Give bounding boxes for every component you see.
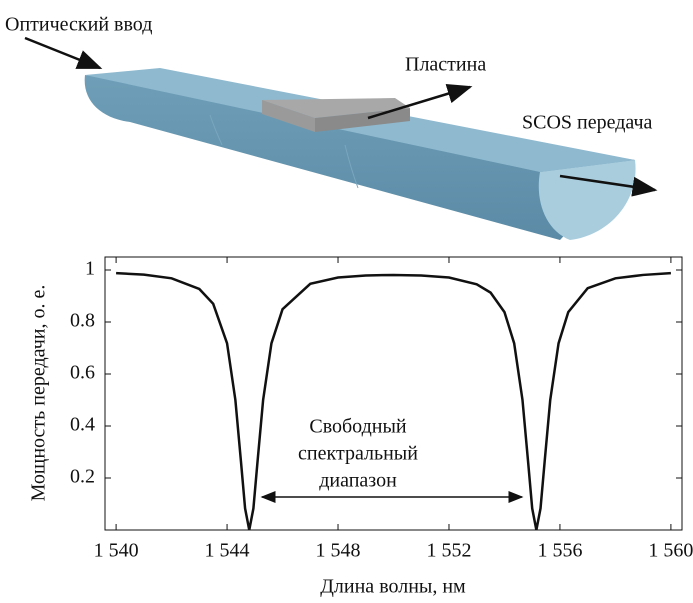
y-tick-label: 1 [85,258,95,280]
y-tick-label: 0.2 [70,466,95,488]
y-tick-label: 0.6 [70,362,95,384]
x-tick-label: 1 552 [426,540,471,562]
x-tick-label: 1 560 [648,540,693,562]
waveguide [85,68,636,240]
annotation-line: Свободный [309,416,407,438]
x-tick-label: 1 544 [205,540,250,562]
figure: Оптический ввод Пластина SCOS передача М… [0,0,693,603]
input-label: Оптический ввод [5,14,152,36]
y-tick-label: 0.8 [70,310,95,332]
annotation-line: диапазон [319,470,397,492]
output-label: SCOS передача [522,112,653,134]
y-tick-label: 0.4 [70,414,95,436]
x-tick-label: 1 540 [94,540,139,562]
y-axis-label: Мощность передачи, о. е. [28,285,50,502]
plate-label: Пластина [405,54,486,76]
x-tick-label: 1 548 [316,540,361,562]
x-axis-label: Длина волны, нм [320,576,466,598]
annotation-line: спектральный [298,443,418,465]
input-arrow [25,38,100,68]
x-tick-label: 1 556 [537,540,582,562]
